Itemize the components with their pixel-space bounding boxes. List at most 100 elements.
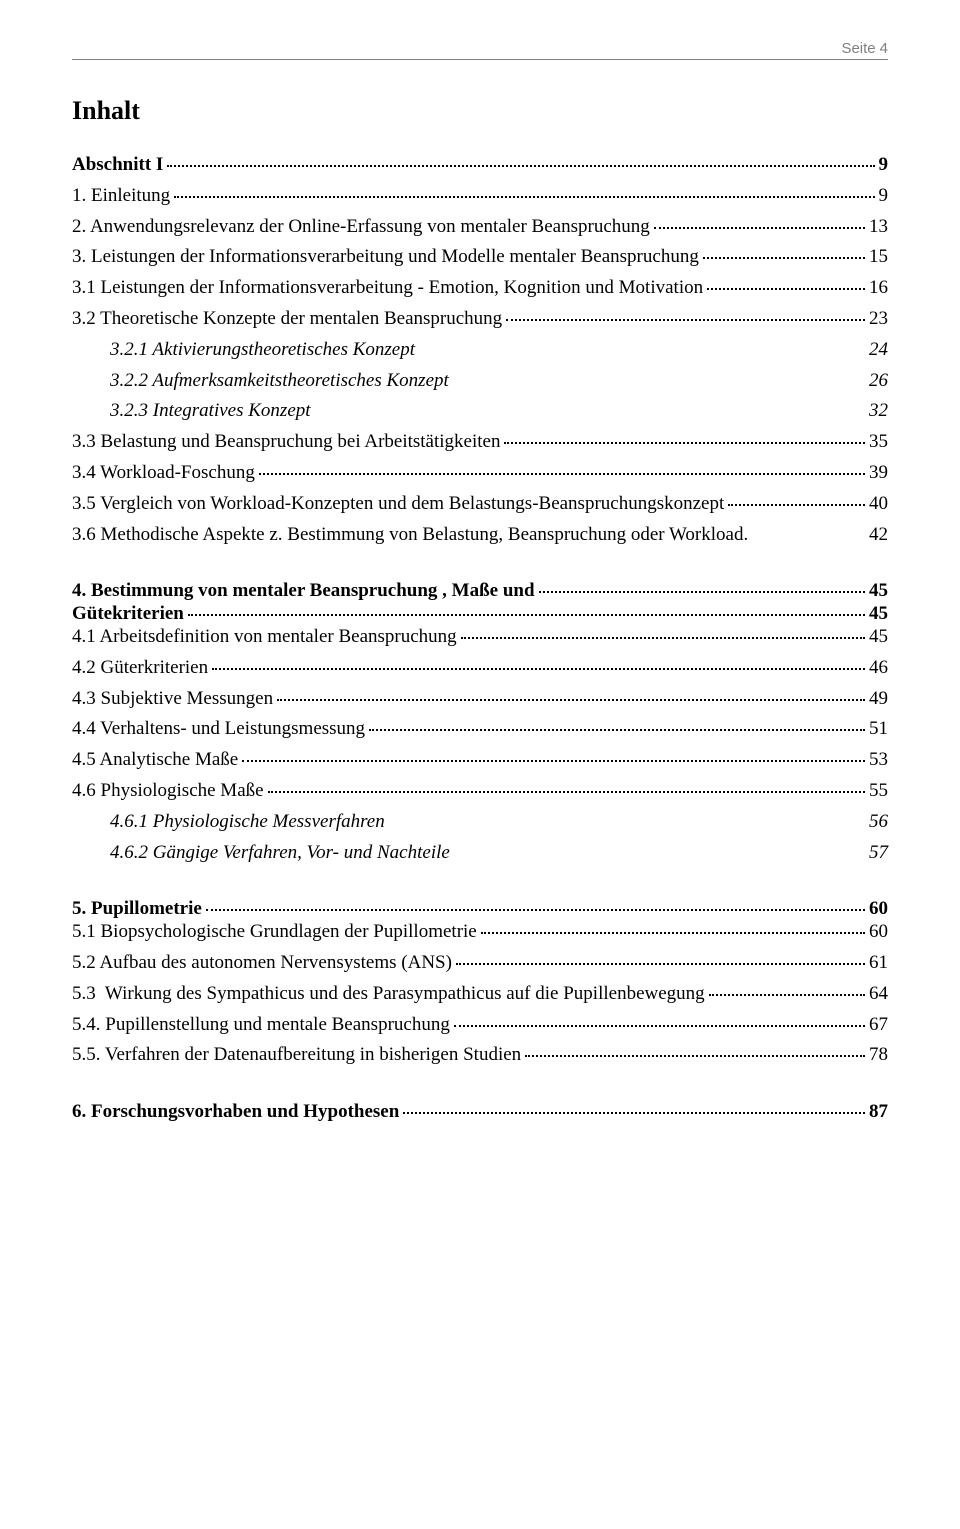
document-page: Seite 4 Inhalt Abschnitt I91. Einleitung… <box>0 0 960 1529</box>
toc-entry: 1. Einleitung 9 <box>72 185 888 208</box>
toc-leader <box>454 1025 865 1027</box>
toc-leader <box>277 699 865 701</box>
toc-entry-label: 6. Forschungsvorhaben und Hypothesen <box>72 1101 399 1124</box>
toc-entry-label: 4.2 Güterkriterien <box>72 657 208 680</box>
page-header: Seite 4 <box>72 40 888 60</box>
toc-entry: 3.6 Methodische Aspekte z. Bestimmung vo… <box>72 524 888 547</box>
toc-entry-page: 60 <box>869 898 888 921</box>
toc-entry-label: 5.5. Verfahren der Datenaufbereitung in … <box>72 1044 521 1067</box>
page-header-number: 4 <box>880 40 888 57</box>
toc-entry-label: 4.5 Analytische Maße <box>72 749 238 772</box>
toc-entry-page: 45 <box>869 626 888 649</box>
page-header-label: Seite <box>841 40 875 57</box>
toc-entry: 5.5. Verfahren der Datenaufbereitung in … <box>72 1044 888 1067</box>
toc-entry-label: Gütekriterien <box>72 603 184 626</box>
toc-entry: 4. Bestimmung von mentaler Beanspruchung… <box>72 580 888 603</box>
table-of-contents: Abschnitt I 9 1. Einleitung 9 2. Anwendungsr… <box>72 154 888 1124</box>
toc-spacing <box>72 423 888 431</box>
toc-entry-label: 3.6 Methodische Aspekte z. Bestimmung vo… <box>72 524 748 547</box>
toc-spacing <box>72 1006 888 1014</box>
toc-entry-page: 57 <box>869 842 888 865</box>
toc-leader <box>167 165 874 167</box>
toc-entry-label: 5.3 Wirkung des Sympathicus und des Para… <box>72 983 705 1006</box>
toc-entry: 4.1 Arbeitsdefinition von mentaler Beans… <box>72 626 888 649</box>
toc-entry-label: 5.1 Biopsychologische Grundlagen der Pup… <box>72 921 477 944</box>
toc-entry-label: 4.1 Arbeitsdefinition von mentaler Beans… <box>72 626 457 649</box>
toc-leader <box>456 963 865 965</box>
toc-leader <box>403 1112 865 1114</box>
toc-entry-label: 3. Leistungen der Informationsverarbeitu… <box>72 246 699 269</box>
toc-entry-page: 42 <box>869 524 888 547</box>
toc-spacing <box>72 300 888 308</box>
toc-entry-page: 67 <box>869 1014 888 1037</box>
toc-leader <box>703 257 865 259</box>
toc-entry-label: 1. Einleitung <box>72 185 170 208</box>
toc-spacing <box>72 1036 888 1044</box>
toc-entry: 5.2 Aufbau des autonomen Nervensystems (… <box>72 952 888 975</box>
toc-leader <box>206 909 865 911</box>
toc-entry: 4.6.2 Gängige Verfahren, Vor- und Nachte… <box>72 842 888 865</box>
toc-entry: 4.4 Verhaltens- und Leistungsmessung51 <box>72 718 888 741</box>
toc-leader <box>212 668 865 670</box>
toc-entry: 4.3 Subjektive Messungen49 <box>72 688 888 711</box>
toc-spacing <box>72 238 888 246</box>
toc-entry-page: 78 <box>869 1044 888 1067</box>
toc-entry-label: 2. Anwendungsrelevanz der Online-Erfassu… <box>72 216 650 239</box>
toc-entry-page: 39 <box>869 462 888 485</box>
toc-entry-label: 4.3 Subjektive Messungen <box>72 688 273 711</box>
toc-entry-label: 4.6.1 Physiologische Messverfahren <box>110 811 385 834</box>
toc-spacing <box>72 362 888 370</box>
toc-leader <box>709 994 865 996</box>
toc-leader <box>539 591 865 593</box>
toc-entry: 4.6.1 Physiologische Messverfahren56 <box>72 811 888 834</box>
toc-leader <box>242 760 865 762</box>
toc-entry-label: 3.3 Belastung und Beanspruchung bei Arbe… <box>72 431 500 454</box>
toc-entry-label: 5.2 Aufbau des autonomen Nervensystems (… <box>72 952 452 975</box>
toc-entry: 6. Forschungsvorhaben und Hypothesen 87 <box>72 1101 888 1124</box>
toc-entry-page: 61 <box>869 952 888 975</box>
toc-entry-label: Abschnitt I <box>72 154 163 177</box>
toc-leader <box>504 442 865 444</box>
toc-entry-label: 3.1 Leistungen der Informationsverarbeit… <box>72 277 703 300</box>
toc-entry-page: 26 <box>869 370 888 393</box>
toc-entry: 3.3 Belastung und Beanspruchung bei Arbe… <box>72 431 888 454</box>
toc-entry-page: 9 <box>879 154 889 177</box>
toc-spacing <box>72 864 888 898</box>
toc-spacing <box>72 269 888 277</box>
toc-spacing <box>72 177 888 185</box>
toc-spacing <box>72 834 888 842</box>
toc-entry-page: 32 <box>869 400 888 423</box>
toc-entry: 3.1 Leistungen der Informationsverarbeit… <box>72 277 888 300</box>
toc-entry-page: 13 <box>869 216 888 239</box>
toc-leader <box>707 288 865 290</box>
toc-leader <box>188 614 865 616</box>
toc-entry: Gütekriterien 45 <box>72 603 888 626</box>
toc-spacing <box>72 208 888 216</box>
toc-spacing <box>72 516 888 524</box>
toc-entry: 3.2.1 Aktivierungstheoretisches Konzept2… <box>72 339 888 362</box>
toc-entry-page: 87 <box>869 1101 888 1124</box>
toc-entry: 2. Anwendungsrelevanz der Online-Erfassu… <box>72 216 888 239</box>
toc-entry-label: 4.6 Physiologische Maße <box>72 780 264 803</box>
toc-entry-page: 64 <box>869 983 888 1006</box>
toc-entry-page: 24 <box>869 339 888 362</box>
toc-entry-page: 53 <box>869 749 888 772</box>
toc-entry-page: 45 <box>869 603 888 626</box>
toc-spacing <box>72 680 888 688</box>
toc-spacing <box>72 1067 888 1101</box>
toc-entry-label: 3.4 Workload-Foschung <box>72 462 255 485</box>
toc-entry: 5.3 Wirkung des Sympathicus und des Para… <box>72 983 888 1006</box>
toc-entry-label: 3.2 Theoretische Konzepte der mentalen B… <box>72 308 502 331</box>
toc-spacing <box>72 975 888 983</box>
toc-spacing <box>72 649 888 657</box>
toc-leader <box>481 932 865 934</box>
toc-leader <box>654 227 865 229</box>
toc-entry-page: 51 <box>869 718 888 741</box>
toc-entry-label: 4. Bestimmung von mentaler Beanspruchung… <box>72 580 535 603</box>
toc-entry-page: 15 <box>869 246 888 269</box>
toc-entry-page: 9 <box>879 185 889 208</box>
toc-spacing <box>72 392 888 400</box>
toc-spacing <box>72 454 888 462</box>
toc-entry-page: 40 <box>869 493 888 516</box>
toc-leader <box>461 637 865 639</box>
